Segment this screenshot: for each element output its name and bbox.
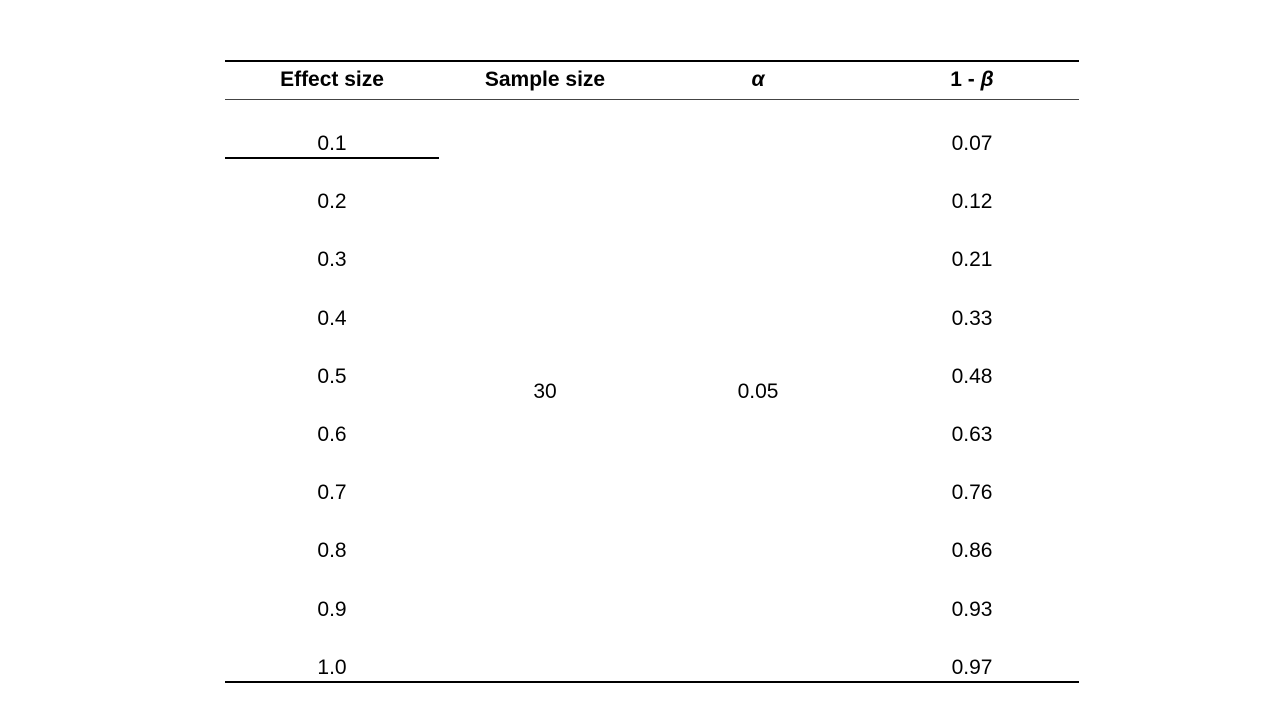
effect-size-cell: 0.9 <box>317 598 347 621</box>
power-cell: 0.93 <box>951 598 993 621</box>
header-alpha: α <box>751 68 765 91</box>
power-cell: 0.12 <box>951 190 993 213</box>
header-sample-size: Sample size <box>484 68 606 91</box>
power-cell: 0.33 <box>951 307 993 330</box>
effect-size-cell: 0.1 <box>317 132 347 155</box>
effect-size-cell: 0.4 <box>317 307 347 330</box>
power-cell: 0.07 <box>951 132 993 155</box>
power-table: Effect size Sample size α 1 - β 0.1 0.07 0… <box>225 60 1079 683</box>
effect-size-cell: 0.3 <box>317 248 347 271</box>
effect-size-cell: 0.2 <box>317 190 347 213</box>
power-cell: 0.63 <box>951 423 993 446</box>
power-cell: 0.76 <box>951 481 993 504</box>
power-cell: 0.97 <box>951 656 993 679</box>
power-cell: 0.48 <box>951 365 993 388</box>
row-underline <box>225 157 439 159</box>
sample-size-value: 30 <box>533 380 557 403</box>
effect-size-cell: 1.0 <box>317 656 347 679</box>
effect-size-cell: 0.5 <box>317 365 347 388</box>
effect-size-cell: 0.8 <box>317 539 347 562</box>
header-power-prefix: 1 - <box>950 68 981 91</box>
header-power-beta: β <box>980 68 994 91</box>
effect-size-cell: 0.7 <box>317 481 347 504</box>
table-top-rule <box>225 60 1079 62</box>
alpha-value: 0.05 <box>737 380 779 403</box>
header-power: 1 - β <box>865 68 1079 92</box>
power-cell: 0.21 <box>951 248 993 271</box>
header-rule <box>225 99 1079 100</box>
power-cell: 0.86 <box>951 539 993 562</box>
table-bottom-rule <box>225 681 1079 683</box>
effect-size-cell: 0.6 <box>317 423 347 446</box>
header-effect-size: Effect size <box>280 68 384 91</box>
